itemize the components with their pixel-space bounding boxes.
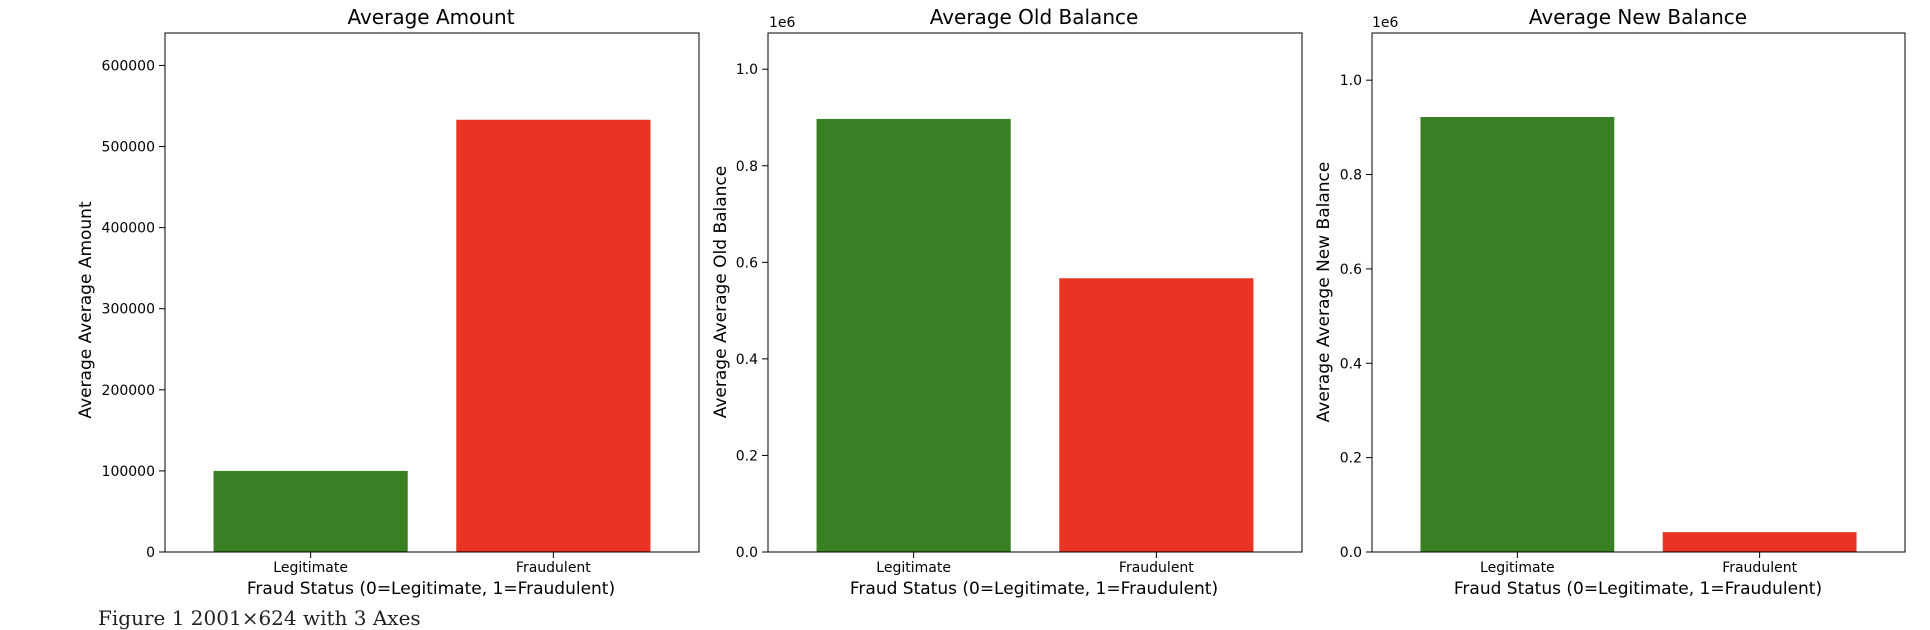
x-axis-ticks: Legitimate Fraudulent — [273, 552, 591, 576]
chart-average-new-balance: Average New Balance 1e6 Average Average … — [1314, 5, 1906, 599]
y-tick-label: 0.2 — [736, 448, 758, 464]
y-tick-label: 1.0 — [736, 62, 758, 78]
y-axis-ticks: 0 100000 200000 300000 400000 500000 600000 — [102, 58, 165, 561]
y-tick-label: 200000 — [102, 383, 155, 399]
y-tick-label: 300000 — [102, 302, 155, 318]
y-tick-label: 0 — [146, 545, 155, 561]
y-tick-label: 600000 — [102, 58, 155, 74]
bar-fraudulent — [456, 119, 651, 552]
x-axis-ticks: Legitimate Fraudulent — [1480, 552, 1798, 576]
y-tick-label: 100000 — [102, 464, 155, 480]
figure-caption: Figure 1 2001×624 with 3 Axes — [98, 606, 421, 630]
y-tick-label: 0.6 — [736, 255, 758, 271]
y-tick-label: 0.8 — [736, 159, 758, 175]
y-axis-label: Average Average New Balance — [1314, 162, 1334, 423]
chart-average-old-balance: Average Old Balance 1e6 Average Average … — [711, 5, 1303, 599]
x-axis-ticks: Legitimate Fraudulent — [876, 552, 1194, 576]
bar-fraudulent — [1059, 278, 1254, 552]
chart-title: Average Old Balance — [930, 5, 1139, 29]
x-axis-label: Fraud Status (0=Legitimate, 1=Fraudulent… — [850, 579, 1218, 599]
y-axis-label: Average Average Amount — [76, 201, 96, 419]
y-tick-label: 0.2 — [1340, 451, 1362, 467]
bars — [213, 119, 651, 552]
bar-legitimate — [213, 470, 408, 552]
y-tick-label: 500000 — [102, 140, 155, 156]
y-tick-label: 400000 — [102, 221, 155, 237]
plot-frame — [164, 32, 700, 553]
bar-legitimate — [816, 118, 1011, 553]
bars — [1420, 116, 1857, 552]
y-axis-ticks: 0.0 0.2 0.4 0.6 0.8 1.0 — [736, 62, 768, 561]
chart-title: Average Amount — [347, 5, 514, 29]
axis-offset-text: 1e6 — [1372, 15, 1399, 31]
x-tick-label: Legitimate — [876, 560, 951, 576]
bar-legitimate — [1420, 116, 1615, 552]
plot-frame — [1371, 32, 1906, 553]
bar-fraudulent — [1662, 532, 1857, 552]
x-axis-label: Fraud Status (0=Legitimate, 1=Fraudulent… — [1454, 579, 1822, 599]
axis-offset-text: 1e6 — [769, 15, 796, 31]
y-tick-label: 0.4 — [1340, 356, 1362, 372]
x-tick-label: Fraudulent — [516, 560, 591, 576]
x-tick-label: Legitimate — [273, 560, 348, 576]
chart-average-amount: Average Amount Average Average Amount Fr… — [76, 5, 700, 599]
y-tick-label: 0.4 — [736, 352, 758, 368]
x-tick-label: Fraudulent — [1119, 560, 1194, 576]
y-tick-label: 0.0 — [1340, 545, 1362, 561]
y-tick-label: 0.8 — [1340, 168, 1362, 184]
y-axis-ticks: 0.0 0.2 0.4 0.6 0.8 1.0 — [1340, 73, 1372, 561]
x-tick-label: Legitimate — [1480, 560, 1555, 576]
x-tick-label: Fraudulent — [1722, 560, 1797, 576]
x-axis-label: Fraud Status (0=Legitimate, 1=Fraudulent… — [247, 579, 615, 599]
plot-frame — [767, 32, 1303, 553]
y-tick-label: 1.0 — [1340, 73, 1362, 89]
chart-title: Average New Balance — [1529, 5, 1747, 29]
y-tick-label: 0.6 — [1340, 262, 1362, 278]
bars — [816, 118, 1254, 553]
y-axis-label: Average Average Old Balance — [711, 166, 731, 419]
y-tick-label: 0.0 — [736, 545, 758, 561]
